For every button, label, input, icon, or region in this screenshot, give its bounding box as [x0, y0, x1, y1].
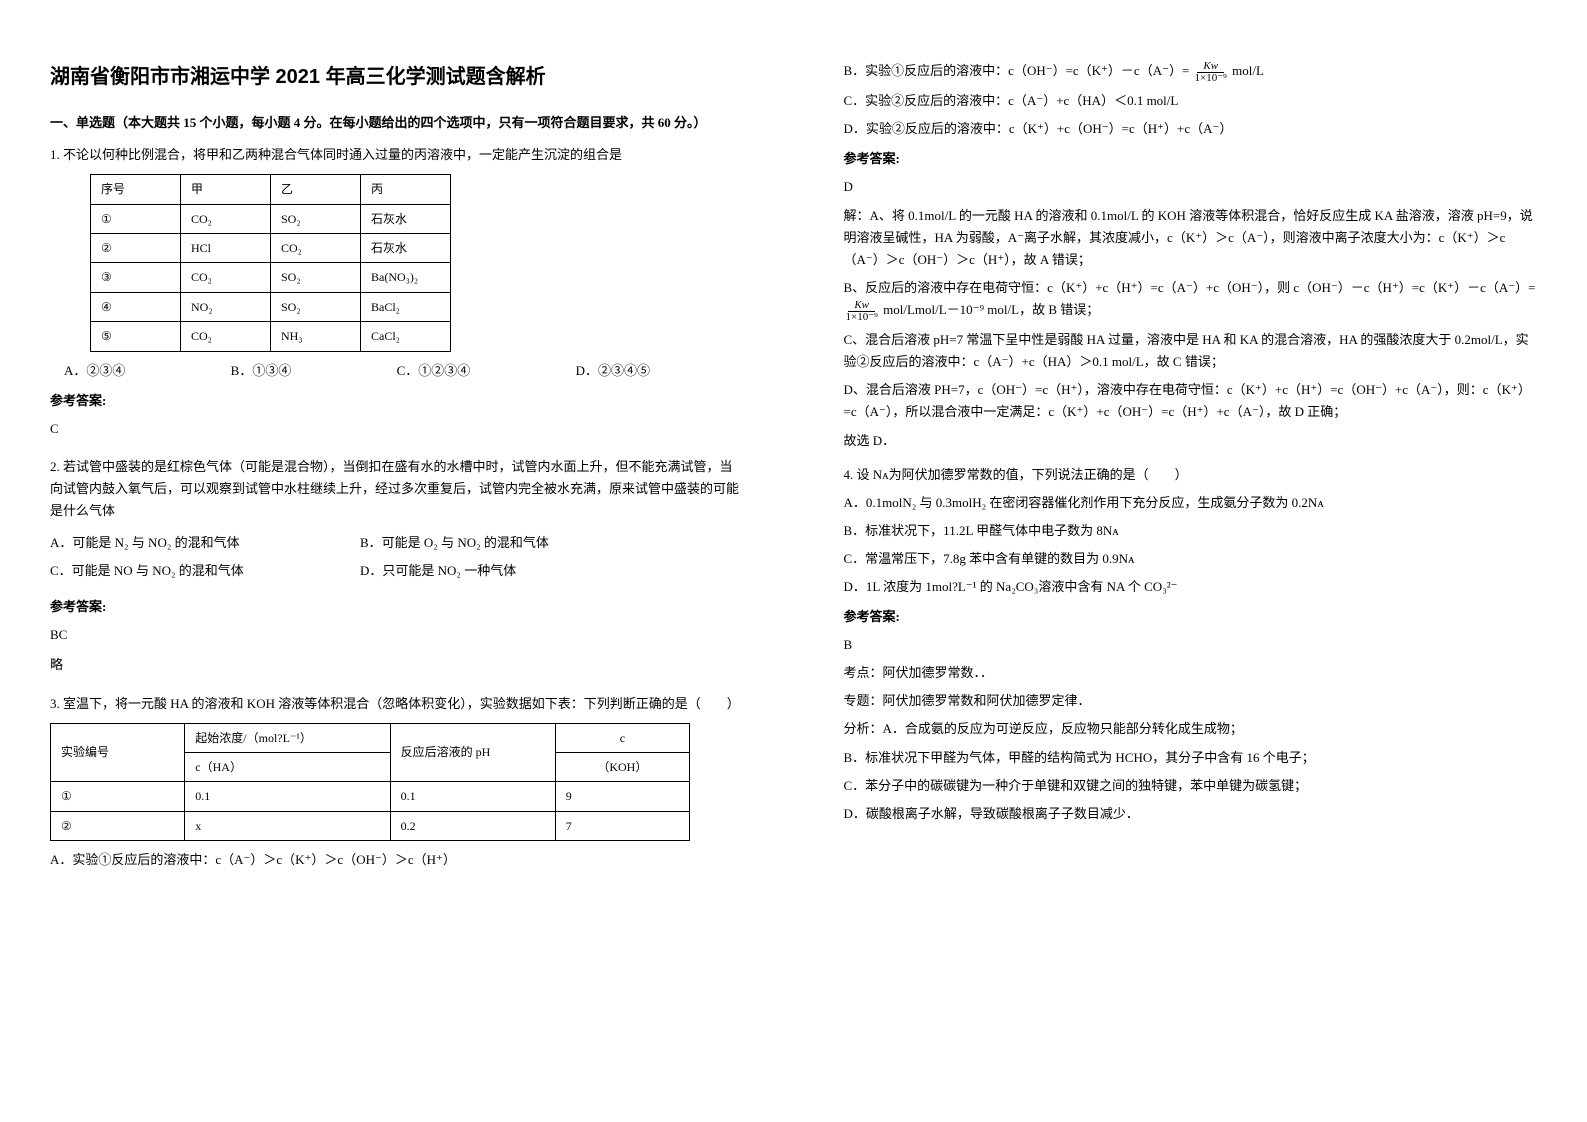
q1-r2c3: Ba(NO₃)₂: [361, 263, 451, 292]
question-3: 3. 室温下，将一元酸 HA 的溶液和 KOH 溶液等体积混合（忽略体积变化），…: [50, 693, 744, 872]
q3-text: 3. 室温下，将一元酸 HA 的溶液和 KOH 溶液等体积混合（忽略体积变化），…: [50, 693, 744, 715]
q2-optD: D．只可能是 NO₂ 一种气体: [360, 560, 670, 582]
q3-th-1: 起始浓度/（mol?L⁻¹）: [185, 723, 390, 752]
q3-answer: D: [844, 176, 1538, 198]
q3-optA: A．实验①反应后的溶液中：c（A⁻）＞c（K⁺）＞c（OH⁻）＞c（H⁺）: [50, 849, 744, 871]
q3-r0c1: 0.1: [185, 782, 390, 811]
q1-r0c1: CO₂: [181, 204, 271, 233]
q1-th-1: 甲: [181, 175, 271, 204]
q3-continued: B．实验①反应后的溶液中：c（OH⁻）=c（K⁺）－c（A⁻）= Kw 1×10…: [844, 60, 1538, 452]
q1-r3c0: ④: [91, 292, 181, 321]
q4-text: 4. 设 Nᴀ为阿伏加德罗常数的值，下列说法正确的是（ ）: [844, 464, 1538, 486]
q2-answer-label: 参考答案:: [50, 596, 744, 618]
q1-optA: A．②③④: [64, 360, 125, 382]
q2-optA: A．可能是 N₂ 与 NO₂ 的混和气体: [50, 532, 360, 554]
page-title: 湖南省衡阳市市湘运中学 2021 年高三化学测试题含解析: [50, 60, 744, 94]
q3-optB: B．实验①反应后的溶液中：c（OH⁻）=c（K⁺）－c（A⁻）= Kw 1×10…: [844, 60, 1538, 84]
q3-answer-label: 参考答案:: [844, 148, 1538, 170]
q4-exp-zt: 专题：阿伏加德罗常数和阿伏加德罗定律．: [844, 690, 1538, 712]
q3-exp2-right: mol/Lmol/L－10⁻⁹ mol/L，故 B 错误；: [883, 302, 1099, 317]
question-1: 1. 不论以何种比例混合，将甲和乙两种混合气体同时通入过量的丙溶液中，一定能产生…: [50, 144, 744, 440]
q1-table: 序号 甲 乙 丙 ① CO₂ SO₂ 石灰水 ② HCl CO₂ 石灰水 ③ C…: [90, 174, 451, 351]
q3-r1c3: 0.2: [390, 811, 555, 840]
q3-optB-right: mol/L: [1232, 63, 1264, 78]
q3-sh-1: c（HA）: [185, 753, 390, 782]
q4-answer: B: [844, 634, 1538, 656]
q3-exp5: 故选 D．: [844, 430, 1538, 452]
q3-optC: C．实验②反应后的溶液中：c（A⁻）+c（HA）＜0.1 mol/L: [844, 90, 1538, 112]
q1-r2c1: CO₂: [181, 263, 271, 292]
q1-text: 1. 不论以何种比例混合，将甲和乙两种混合气体同时通入过量的丙溶液中，一定能产生…: [50, 144, 744, 166]
q2-answer: BC: [50, 624, 744, 646]
q4-exp-fx: 分析：A．合成氨的反应为可逆反应，反应物只能部分转化成生成物；: [844, 718, 1538, 740]
q3-exp2-left: B、反应后的溶液中存在电荷守恒：c（K⁺）+c（H⁺）=c（A⁻）+c（OH⁻）…: [844, 280, 1536, 295]
q3-exp4: D、混合后溶液 PH=7，c（OH⁻）=c（H⁺），溶液中存在电荷守恒：c（K⁺…: [844, 379, 1538, 423]
q1-r0c0: ①: [91, 204, 181, 233]
q3-table: 实验编号 起始浓度/（mol?L⁻¹） 反应后溶液的 pH c c（HA） （K…: [50, 723, 690, 842]
kw-fraction-1: Kw 1×10⁻⁹: [1193, 60, 1229, 84]
q1-r4c2: NH₃: [271, 322, 361, 351]
q3-r0c3: 0.1: [390, 782, 555, 811]
q1-answer-label: 参考答案:: [50, 390, 744, 412]
q4-optC: C．常温常压下，7.8g 苯中含有单键的数目为 0.9Nᴀ: [844, 548, 1538, 570]
q3-exp2: B、反应后的溶液中存在电荷守恒：c（K⁺）+c（H⁺）=c（A⁻）+c（OH⁻）…: [844, 277, 1538, 323]
q3-optD: D．实验②反应后的溶液中：c（K⁺）+c（OH⁻）=c（H⁺）+c（A⁻）: [844, 118, 1538, 140]
q1-answer: C: [50, 418, 744, 440]
q1-r2c0: ③: [91, 263, 181, 292]
q3-sh-4: （KOH）: [555, 753, 689, 782]
q1-r1c1: HCl: [181, 233, 271, 262]
question-4: 4. 设 Nᴀ为阿伏加德罗常数的值，下列说法正确的是（ ） A．0.1molN₂…: [844, 464, 1538, 825]
q3-r1c0: ②: [51, 811, 185, 840]
q1-optD: D．②③④⑤: [576, 360, 650, 382]
q3-r1c1: x: [185, 811, 390, 840]
q4-optA: A．0.1molN₂ 与 0.3molH₂ 在密闭容器催化剂作用下充分反应，生成…: [844, 492, 1538, 514]
q1-r4c1: CO₂: [181, 322, 271, 351]
q4-optD: D．1L 浓度为 1mol?L⁻¹ 的 Na₂CO₃溶液中含有 NA 个 CO₃…: [844, 576, 1538, 598]
q1-r2c2: SO₂: [271, 263, 361, 292]
q2-brief: 略: [50, 654, 744, 676]
q1-r0c2: SO₂: [271, 204, 361, 233]
q1-th-3: 丙: [361, 175, 451, 204]
kw-num-1: Kw: [1197, 60, 1224, 73]
q1-r4c0: ⑤: [91, 322, 181, 351]
q1-options: A．②③④ B．①③④ C．①②③④ D．②③④⑤: [50, 360, 650, 382]
q1-optB: B．①③④: [231, 360, 292, 382]
q1-r3c3: BaCl₂: [361, 292, 451, 321]
q3-r1c4: 7: [555, 811, 689, 840]
q2-options: A．可能是 N₂ 与 NO₂ 的混和气体 B．可能是 O₂ 与 NO₂ 的混和气…: [50, 532, 670, 588]
q4-answer-label: 参考答案:: [844, 606, 1538, 628]
q4-exp-kd: 考点：阿伏加德罗常数．．: [844, 662, 1538, 684]
q2-optB: B．可能是 O₂ 与 NO₂ 的混和气体: [360, 532, 670, 554]
q3-r0c0: ①: [51, 782, 185, 811]
section-header: 一、单选题（本大题共 15 个小题，每小题 4 分。在每小题给出的四个选项中，只…: [50, 112, 744, 134]
q3-th-4: c: [555, 723, 689, 752]
q3-exp1: 解：A、将 0.1mol/L 的一元酸 HA 的溶液和 0.1mol/L 的 K…: [844, 205, 1538, 271]
q1-r3c2: SO₂: [271, 292, 361, 321]
q4-optB: B．标准状况下，11.2L 甲醛气体中电子数为 8Nᴀ: [844, 520, 1538, 542]
q1-r4c3: CaCl₂: [361, 322, 451, 351]
kw-den-1: 1×10⁻⁹: [1193, 72, 1229, 84]
q3-th-3: 反应后溶液的 pH: [390, 723, 555, 782]
q3-optB-left: B．实验①反应后的溶液中：c（OH⁻）=c（K⁺）－c（A⁻）=: [844, 63, 1190, 78]
q4-exp-c: C．苯分子中的碳碳键为一种介于单键和双键之间的独特键，苯中单键为碳氢键；: [844, 775, 1538, 797]
q3-th-0: 实验编号: [51, 723, 185, 782]
q1-r1c0: ②: [91, 233, 181, 262]
q1-r1c2: CO₂: [271, 233, 361, 262]
q1-r3c1: NO₂: [181, 292, 271, 321]
q2-optC: C．可能是 NO 与 NO₂ 的混和气体: [50, 560, 360, 582]
q1-th-0: 序号: [91, 175, 181, 204]
q1-r1c3: 石灰水: [361, 233, 451, 262]
q4-exp-d: D．碳酸根离子水解，导致碳酸根离子子数目减少．: [844, 803, 1538, 825]
q1-r0c3: 石灰水: [361, 204, 451, 233]
kw-num-2: Kw: [848, 299, 875, 312]
q3-exp3: C、混合后溶液 pH=7 常温下呈中性是弱酸 HA 过量，溶液中是 HA 和 K…: [844, 329, 1538, 373]
q4-exp-b: B．标准状况下甲醛为气体，甲醛的结构简式为 HCHO，其分子中含有 16 个电子…: [844, 747, 1538, 769]
q1-th-2: 乙: [271, 175, 361, 204]
question-2: 2. 若试管中盛装的是红棕色气体（可能是混合物），当倒扣在盛有水的水槽中时，试管…: [50, 456, 744, 677]
kw-den-2: 1×10⁻⁹: [844, 311, 880, 323]
kw-fraction-2: Kw 1×10⁻⁹: [844, 299, 880, 323]
q2-text: 2. 若试管中盛装的是红棕色气体（可能是混合物），当倒扣在盛有水的水槽中时，试管…: [50, 456, 744, 522]
q3-r0c4: 9: [555, 782, 689, 811]
q1-optC: C．①②③④: [397, 360, 471, 382]
